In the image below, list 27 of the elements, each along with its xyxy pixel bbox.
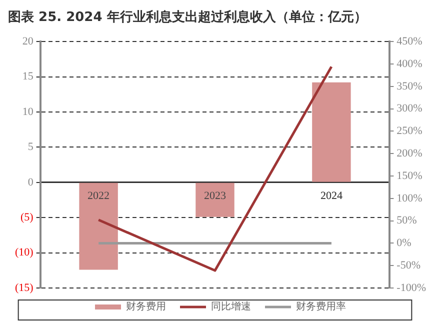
x-tick-label: 2024 [320,190,343,202]
x-tick-label: 2022 [88,190,110,202]
y2-tick-label: 200% [396,147,422,160]
y2-tick-label: 150% [396,170,422,182]
y-tick-label: 10 [22,106,34,118]
y-tick-label: (15) [15,282,34,294]
y-tick-label: (5) [20,211,34,224]
y2-tick-label: 350% [396,80,422,92]
chart-title: 图表 25. 2024 年行业利息支出超过利息收入（单位：亿元） [8,8,368,26]
y2-tick-label: 300% [396,102,422,115]
x-tick-label: 2023 [204,190,226,202]
y2-tick-label: 450% [396,35,422,48]
y2-tick-label: -100% [396,282,426,294]
y-tick-label: 15 [22,70,34,83]
y2-tick-label: 250% [396,125,422,138]
legend-label: 同比增速 [211,300,251,313]
y-tick-label: 0 [28,176,34,188]
y2-tick-label: 0% [396,237,412,250]
y-tick-label: 20 [22,35,34,48]
legend-label: 财务费用 [126,300,166,313]
y-tick-label: 5 [28,141,34,154]
y2-tick-label: -50% [396,259,420,272]
y2-tick-label: 400% [396,58,422,70]
legend-label: 财务费用率 [296,300,346,313]
y2-tick-label: 50% [396,214,417,227]
y2-tick-label: 100% [396,192,422,204]
y-tick-label: (10) [15,246,34,259]
